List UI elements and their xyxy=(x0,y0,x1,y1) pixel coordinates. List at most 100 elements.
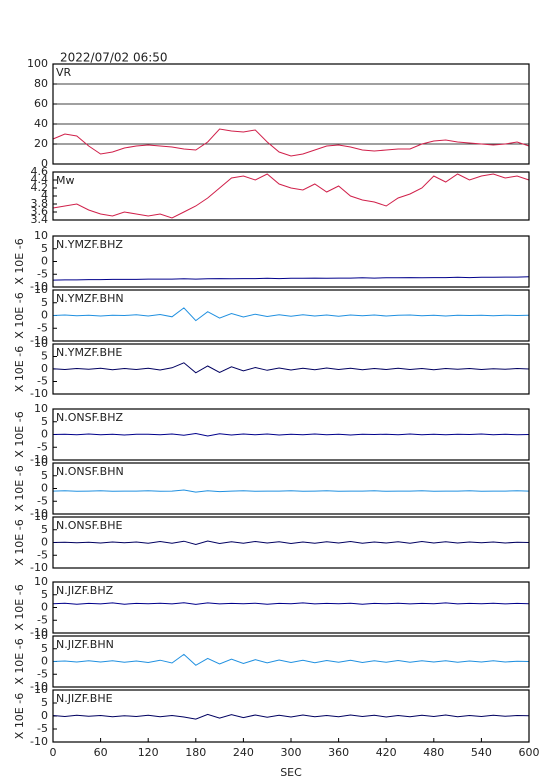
y-tick-label: -5 xyxy=(37,375,48,388)
y-tick-label: -5 xyxy=(37,267,48,280)
y-tick-label: 5 xyxy=(41,523,48,536)
x-tick-label: 600 xyxy=(519,746,540,759)
y-tick-label: 5 xyxy=(41,696,48,709)
y-tick-label: 3.4 xyxy=(31,213,49,226)
y-tick-label: 0 xyxy=(41,428,48,441)
panel-label: N.JIZF.BHN xyxy=(56,638,114,651)
y-tick-label: 40 xyxy=(34,117,48,130)
y-axis-label: X 10E -6 xyxy=(13,584,26,630)
panel-frame xyxy=(52,63,530,165)
y-tick-label: 3.6 xyxy=(31,205,49,218)
x-tick-label: 60 xyxy=(94,746,108,759)
panel-frame xyxy=(52,171,530,221)
y-axis-label: X 10E -6 xyxy=(13,638,26,684)
y-axis-label: X 10E -6 xyxy=(13,693,26,739)
y-tick-label: 0 xyxy=(41,362,48,375)
panel-label: VR xyxy=(56,66,72,79)
y-tick-label: -5 xyxy=(37,494,48,507)
y-tick-label: 5 xyxy=(41,588,48,601)
y-tick-label: 10 xyxy=(34,402,48,415)
series-line xyxy=(52,307,530,322)
panel-frame xyxy=(52,635,530,688)
y-tick-label: -10 xyxy=(30,453,48,466)
y-tick-label: -10 xyxy=(30,387,48,400)
y-tick-label: 5 xyxy=(41,296,48,309)
x-tick-label: 540 xyxy=(471,746,492,759)
y-tick-label: 80 xyxy=(34,77,48,90)
y-tick-label: -10 xyxy=(30,680,48,693)
panel-label: N.ONSF.BHE xyxy=(56,519,122,532)
y-tick-label: 0 xyxy=(41,709,48,722)
panel-label: N.ONSF.BHZ xyxy=(56,411,123,424)
panel-frame xyxy=(52,462,530,515)
panel-label: Mw xyxy=(56,174,75,187)
y-tick-label: 10 xyxy=(34,337,48,350)
y-axis-label: X 10E -6 xyxy=(13,238,26,284)
panel-label: N.ONSF.BHN xyxy=(56,465,124,478)
y-tick-label: 10 xyxy=(34,456,48,469)
y-tick-label: 5 xyxy=(41,350,48,363)
y-tick-label: 4.2 xyxy=(31,181,49,194)
y-tick-label: 4 xyxy=(41,189,48,202)
y-axis-label: X 10E -6 xyxy=(13,346,26,392)
y-tick-label: 0 xyxy=(41,255,48,268)
panel-frame xyxy=(52,581,530,634)
series-line xyxy=(52,489,530,493)
panel-frame xyxy=(52,516,530,569)
y-tick-label: 0 xyxy=(41,309,48,322)
panel-frame xyxy=(52,289,530,342)
y-tick-label: -10 xyxy=(30,626,48,639)
y-axis-label: X 10E -6 xyxy=(13,411,26,457)
y-tick-label: -5 xyxy=(37,440,48,453)
y-tick-label: 4.6 xyxy=(31,165,49,178)
y-tick-label: 0 xyxy=(41,601,48,614)
y-tick-label: 60 xyxy=(34,97,48,110)
x-tick-label: 480 xyxy=(423,746,444,759)
series-line xyxy=(52,602,530,605)
panel-label: N.YMZF.BHN xyxy=(56,292,124,305)
panel-label: N.JIZF.BHZ xyxy=(56,584,114,597)
y-axis-label: X 10E -6 xyxy=(13,519,26,565)
series-line xyxy=(52,432,530,437)
y-tick-label: 5 xyxy=(41,242,48,255)
x-tick-label: 420 xyxy=(376,746,397,759)
y-tick-label: 0 xyxy=(41,655,48,668)
y-tick-label: 0 xyxy=(41,482,48,495)
y-tick-label: 10 xyxy=(34,683,48,696)
y-tick-label: 10 xyxy=(34,283,48,296)
y-tick-label: 10 xyxy=(34,510,48,523)
y-tick-label: 5 xyxy=(41,642,48,655)
y-tick-label: 20 xyxy=(34,137,48,150)
panel-frame xyxy=(52,235,530,288)
chart-title: 2022/07/02 06:50 xyxy=(60,51,168,65)
y-tick-label: -5 xyxy=(37,548,48,561)
y-tick-label: 10 xyxy=(34,229,48,242)
series-line xyxy=(52,653,530,666)
x-tick-label: 120 xyxy=(138,746,159,759)
series-line xyxy=(52,173,530,219)
series-line xyxy=(52,276,530,281)
series-line xyxy=(52,540,530,546)
y-tick-label: -5 xyxy=(37,667,48,680)
y-tick-label: 4.4 xyxy=(31,173,49,186)
y-tick-label: -10 xyxy=(30,334,48,347)
y-tick-label: -5 xyxy=(37,613,48,626)
panel-frame xyxy=(52,408,530,461)
y-tick-label: 10 xyxy=(34,629,48,642)
y-tick-label: 100 xyxy=(27,57,48,70)
series-line xyxy=(52,128,530,157)
y-axis-label: X 10E -6 xyxy=(13,465,26,511)
series-line xyxy=(52,713,530,720)
y-tick-label: -10 xyxy=(30,735,48,748)
y-tick-label: -10 xyxy=(30,280,48,293)
x-axis-label: SEC xyxy=(280,766,302,779)
x-tick-label: 300 xyxy=(281,746,302,759)
panel-frame xyxy=(52,343,530,395)
x-tick-label: 240 xyxy=(233,746,254,759)
y-axis-label: X 10E -6 xyxy=(13,292,26,338)
series-line xyxy=(52,362,530,374)
panel-label: N.YMZF.BHZ xyxy=(56,238,123,251)
y-tick-label: 10 xyxy=(34,575,48,588)
y-tick-label: 5 xyxy=(41,415,48,428)
